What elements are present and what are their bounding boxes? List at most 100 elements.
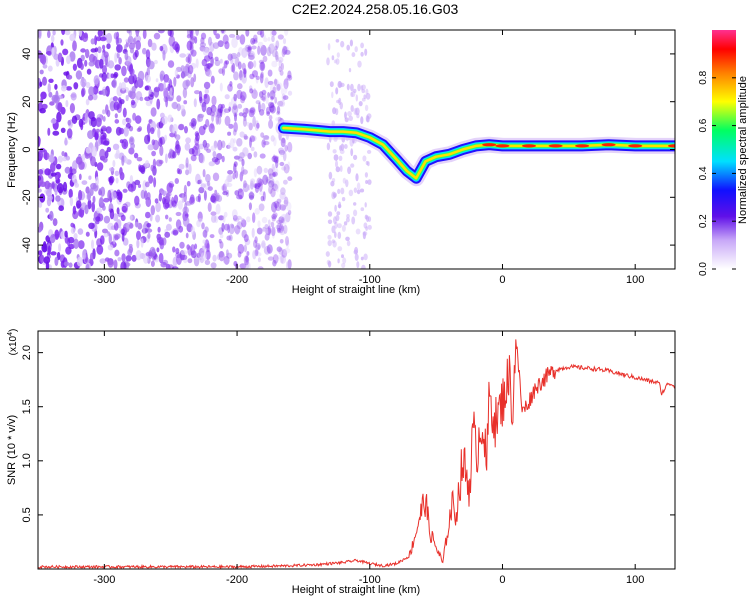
noise-speckle — [174, 69, 178, 78]
noise-speckle — [232, 103, 238, 110]
noise-speckle — [184, 202, 188, 213]
noise-speckle — [260, 195, 265, 202]
noise-speckle — [227, 170, 234, 175]
noise-speckle — [165, 214, 169, 220]
noise-speckle — [355, 94, 358, 102]
noise-speckle — [98, 197, 104, 208]
noise-speckle — [106, 109, 111, 118]
noise-speckle — [269, 105, 276, 114]
noise-speckle — [134, 179, 141, 186]
noise-speckle — [70, 227, 76, 234]
noise-speckle — [175, 219, 182, 230]
noise-speckle — [256, 165, 263, 175]
noise-speckle — [179, 53, 187, 58]
spectrogram-signal-track — [275, 120, 675, 187]
noise-speckle — [123, 77, 129, 83]
noise-speckle — [220, 58, 223, 64]
noise-speckle — [41, 243, 48, 253]
noise-speckle — [150, 107, 157, 117]
noise-speckle — [190, 49, 197, 57]
noise-speckle — [39, 108, 46, 114]
noise-speckle — [345, 179, 349, 188]
noise-speckle — [92, 195, 96, 204]
noise-speckle — [64, 137, 68, 146]
noise-speckle — [234, 113, 237, 122]
noise-speckle — [241, 219, 247, 228]
noise-speckle — [227, 223, 231, 234]
noise-speckle — [231, 209, 238, 219]
noise-speckle — [94, 47, 99, 53]
noise-speckle — [74, 182, 79, 188]
noise-speckle — [359, 188, 365, 193]
noise-speckle — [129, 222, 134, 229]
noise-speckle — [282, 95, 289, 100]
y-tick-label: 20 — [21, 96, 33, 108]
noise-speckle — [164, 134, 168, 141]
noise-speckle — [348, 68, 352, 73]
noise-speckle — [233, 138, 236, 144]
noise-speckle — [56, 111, 62, 123]
noise-speckle — [346, 44, 351, 51]
noise-speckle — [267, 256, 274, 261]
noise-speckle — [345, 217, 350, 223]
y-tick-label: 40 — [21, 48, 33, 60]
noise-speckle — [100, 235, 105, 245]
noise-speckle — [197, 193, 201, 203]
noise-speckle — [184, 142, 191, 151]
noise-speckle — [228, 101, 232, 110]
noise-speckle — [257, 182, 262, 188]
noise-speckle — [263, 37, 268, 43]
signal-peak — [482, 143, 497, 147]
noise-speckle — [281, 166, 287, 171]
noise-speckle — [112, 96, 118, 102]
noise-speckle — [69, 166, 73, 176]
noise-speckle — [243, 115, 247, 122]
noise-speckle — [235, 228, 240, 235]
noise-speckle — [242, 169, 248, 175]
noise-speckle — [50, 251, 57, 256]
noise-speckle — [199, 153, 205, 164]
noise-speckle — [253, 34, 258, 42]
noise-speckle — [232, 172, 236, 180]
noise-speckle — [253, 183, 257, 188]
noise-speckle — [96, 36, 102, 42]
noise-speckle — [135, 30, 140, 34]
noise-speckle — [367, 161, 370, 167]
noise-speckle — [350, 91, 354, 98]
noise-speckle — [248, 61, 252, 70]
noise-speckle — [154, 198, 159, 204]
noise-speckle — [361, 264, 366, 269]
noise-speckle — [279, 70, 284, 76]
noise-speckle — [342, 257, 347, 264]
noise-speckle — [182, 87, 188, 99]
noise-speckle — [117, 257, 122, 262]
noise-speckle — [138, 126, 142, 132]
noise-speckle — [95, 117, 102, 128]
noise-speckle — [229, 138, 235, 149]
colorbar-tick-label: 0.4 — [698, 166, 709, 180]
noise-speckle — [85, 231, 90, 237]
noise-speckle — [72, 63, 77, 71]
noise-speckle — [95, 216, 101, 222]
noise-speckle — [237, 83, 243, 90]
noise-speckle — [102, 116, 106, 122]
noise-speckle — [221, 155, 225, 163]
noise-speckle — [54, 229, 60, 240]
noise-speckle — [87, 130, 94, 140]
noise-speckle — [200, 32, 207, 40]
noise-speckle — [356, 113, 360, 119]
noise-speckle — [119, 167, 123, 177]
noise-speckle — [260, 96, 266, 101]
noise-speckle — [261, 102, 266, 112]
noise-speckle — [341, 197, 346, 202]
noise-speckle — [245, 107, 249, 114]
noise-speckle — [111, 78, 117, 89]
noise-speckle — [264, 233, 270, 241]
noise-speckle — [78, 30, 83, 37]
noise-speckle — [47, 65, 53, 72]
noise-speckle — [280, 62, 284, 71]
noise-speckle — [253, 168, 257, 178]
noise-speckle — [271, 166, 279, 176]
noise-speckle — [169, 87, 173, 98]
